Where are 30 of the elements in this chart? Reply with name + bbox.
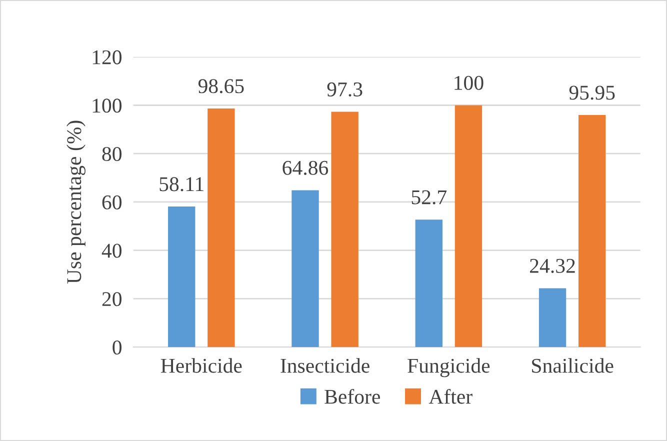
bar [415,220,442,348]
x-tick-label: Insecticide [280,358,370,373]
y-tick-label: 0 [112,340,122,354]
bar [292,190,319,348]
data-label: 24.32 [530,258,575,274]
y-tick-label: 60 [102,195,122,210]
data-label: 64.86 [282,160,328,175]
y-tick-label: 120 [92,50,122,64]
bar [208,108,235,348]
bar [331,112,358,348]
data-label: 95.95 [569,86,615,100]
data-label: 52.7 [412,190,447,204]
bar [538,288,566,348]
y-tick-label: 100 [92,98,122,113]
bar [168,206,196,348]
y-tick-label: 80 [102,146,122,162]
legend-label: Before [324,388,380,404]
data-label: 97.3 [327,82,362,97]
data-label: 58.11 [160,177,204,192]
x-tick-label: Snailicide [532,358,614,373]
y-tick-label: 20 [102,292,122,306]
bar [578,115,606,348]
legend-label: After [428,388,472,404]
bar [454,105,482,348]
y-axis-title: Use percentage (%) [66,120,86,284]
data-label: 100 [454,76,484,90]
y-tick-label: 40 [102,244,122,258]
data-label: 98.65 [198,79,244,94]
x-tick-label: Fungicide [408,358,490,378]
x-tick-label: Herbicide [160,358,242,373]
